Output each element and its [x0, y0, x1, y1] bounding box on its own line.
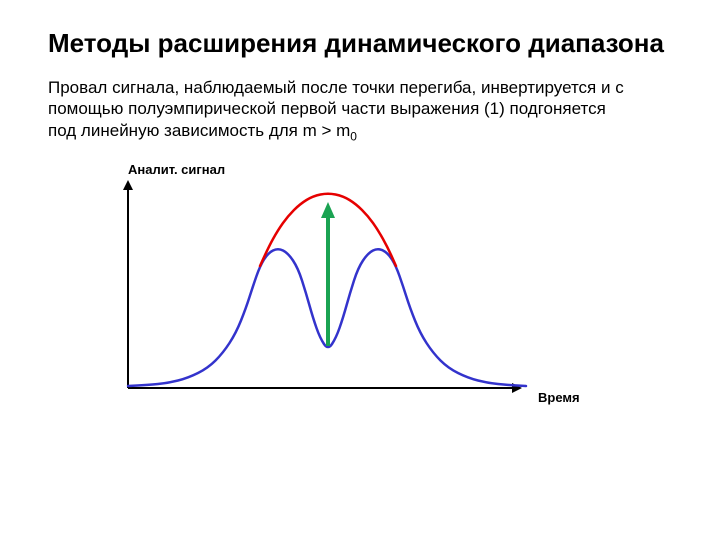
slide-title: Методы расширения динамического диапазон…: [48, 28, 672, 59]
body-subscript: 0: [350, 129, 357, 143]
x-axis-label: Время: [538, 390, 580, 405]
y-axis-label: Аналит. сигнал: [128, 162, 225, 177]
signal-chart: [88, 168, 528, 408]
body-text: Провал сигнала, наблюдаемый после точки …: [48, 77, 628, 144]
chart-container: Аналит. сигнал Время: [88, 168, 672, 413]
body-main: Провал сигнала, наблюдаемый после точки …: [48, 78, 624, 140]
